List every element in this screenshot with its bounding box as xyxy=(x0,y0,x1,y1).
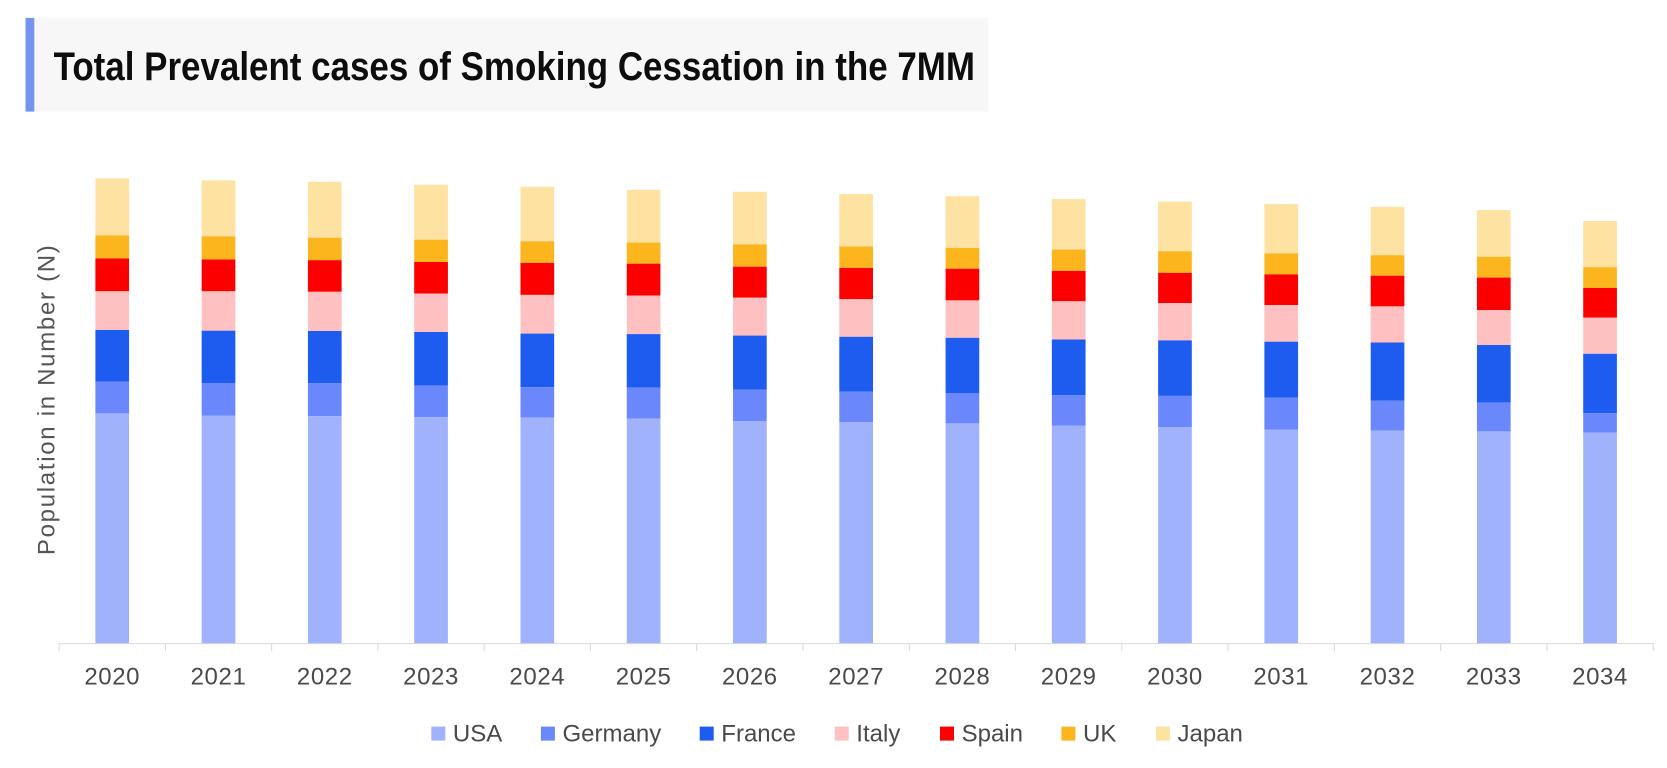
svg-text:2034: 2034 xyxy=(1572,664,1628,691)
svg-text:Total Prevalent cases of Smoki: Total Prevalent cases of Smoking Cessati… xyxy=(54,44,975,89)
svg-text:2030: 2030 xyxy=(1147,664,1203,691)
svg-text:2024: 2024 xyxy=(509,664,565,691)
svg-text:2023: 2023 xyxy=(403,664,459,691)
svg-text:Japan: Japan xyxy=(1178,721,1243,748)
svg-text:Germany: Germany xyxy=(563,721,662,748)
svg-text:2033: 2033 xyxy=(1466,664,1522,691)
svg-text:2026: 2026 xyxy=(722,664,778,691)
svg-text:France: France xyxy=(721,721,796,748)
svg-text:2028: 2028 xyxy=(935,664,991,691)
svg-text:2021: 2021 xyxy=(191,664,247,691)
svg-text:2032: 2032 xyxy=(1360,664,1416,691)
svg-text:Spain: Spain xyxy=(962,721,1023,748)
svg-text:2020: 2020 xyxy=(84,664,140,691)
svg-text:2027: 2027 xyxy=(828,664,884,691)
svg-text:Population in Number (N): Population in Number (N) xyxy=(33,244,60,556)
svg-text:2029: 2029 xyxy=(1041,664,1097,691)
svg-text:2022: 2022 xyxy=(297,664,353,691)
svg-text:Italy: Italy xyxy=(856,721,900,748)
svg-text:2025: 2025 xyxy=(616,664,672,691)
svg-text:USA: USA xyxy=(453,721,502,748)
svg-text:UK: UK xyxy=(1083,721,1116,748)
svg-text:2031: 2031 xyxy=(1253,664,1309,691)
